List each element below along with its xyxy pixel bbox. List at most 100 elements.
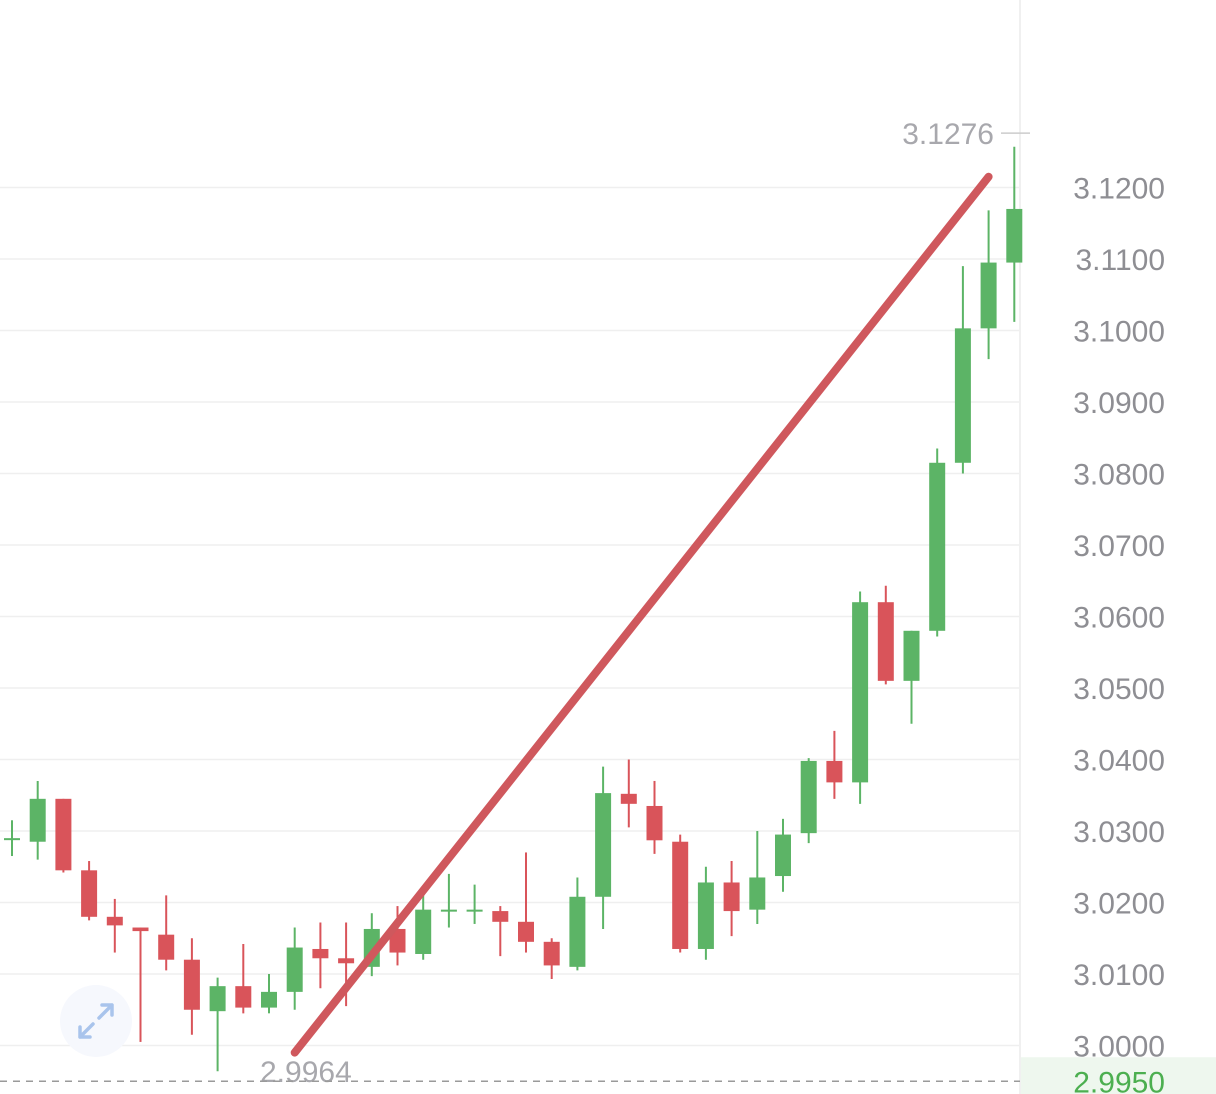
candle-body (697, 882, 714, 949)
candle-down (81, 861, 98, 921)
candle-body (235, 986, 252, 1008)
candle-body (158, 934, 175, 960)
candle-body (492, 911, 509, 922)
candle-body (877, 602, 894, 681)
candle-down (826, 730, 843, 799)
candle-body (569, 896, 586, 967)
candle-body (723, 882, 740, 912)
candle-down (646, 780, 663, 854)
candle-body (672, 841, 689, 949)
candle-up (286, 927, 303, 1010)
y-tick-label: 3.0300 (1073, 816, 1165, 849)
candle-up (749, 831, 766, 924)
candle-up (775, 818, 791, 892)
y-tick-label: 3.0600 (1073, 602, 1165, 635)
candle-up (569, 877, 586, 971)
candle-body (543, 941, 560, 966)
candle-body (800, 760, 817, 834)
low-marker-label: 2.9964 (260, 1056, 352, 1089)
expand-button[interactable] (60, 985, 132, 1057)
y-tick-label: 3.0700 (1073, 530, 1165, 563)
candle-body (826, 760, 843, 783)
candle-down (672, 834, 689, 953)
y-tick-label: 3.0800 (1073, 459, 1165, 492)
candle-up (466, 884, 483, 924)
candle-up (800, 758, 817, 844)
candle-down (492, 906, 509, 957)
candle-up (1006, 146, 1023, 322)
high-low-markers: 3.1276 2.9964 (260, 118, 1030, 1089)
y-tick-label: 3.0400 (1073, 745, 1165, 778)
candle-up (4, 820, 20, 857)
candle-body (440, 909, 457, 912)
candles (4, 146, 1023, 1072)
expand-arrows-icon (78, 1003, 114, 1039)
candle-body (954, 328, 971, 463)
high-marker-label: 3.1276 (902, 118, 994, 151)
y-axis: 3.1200 3.1100 3.1000 3.0900 3.0800 3.0700 3.06… (1073, 173, 1165, 1064)
current-price-label: 2.9950 (1073, 1066, 1165, 1094)
candle-body (338, 958, 355, 964)
y-tick-label: 3.1100 (1075, 244, 1165, 277)
candle-up (261, 974, 277, 1014)
candle-down (877, 585, 894, 685)
candle-body (929, 462, 946, 631)
candle-body (183, 959, 200, 1010)
candle-body (106, 916, 123, 926)
y-tick-label: 3.0100 (1073, 959, 1165, 992)
candle-body (749, 877, 766, 910)
candle-up (980, 210, 997, 360)
candle-down (183, 938, 200, 1035)
grid-lines (0, 186, 1020, 1047)
candle-body (286, 947, 303, 992)
candle-up (903, 630, 920, 724)
candle-up (209, 977, 226, 1072)
candle-body (903, 630, 920, 681)
candle-up (954, 266, 971, 474)
candle-body (518, 921, 534, 942)
candle-down (543, 938, 560, 980)
candle-body (980, 262, 997, 329)
candle-body (595, 793, 612, 897)
candle-body (55, 798, 72, 871)
trend-line[interactable] (290, 172, 993, 1057)
candle-up (440, 873, 457, 928)
candle-body (620, 793, 637, 804)
candle-body (29, 798, 46, 842)
current-price-badge (1021, 1057, 1216, 1094)
candle-down (106, 898, 123, 953)
candle-down (55, 798, 72, 873)
y-tick-label: 3.1000 (1073, 316, 1165, 349)
candle-down (235, 943, 252, 1014)
y-tick-label: 3.0900 (1073, 387, 1165, 420)
candle-down (389, 906, 406, 966)
candle-body (261, 991, 277, 1008)
candle-up (852, 591, 869, 804)
candle-down (723, 861, 740, 937)
candle-body (1006, 208, 1023, 263)
candle-body (312, 948, 329, 959)
y-axis-panel (1020, 0, 1216, 1094)
candle-body (389, 928, 406, 953)
candle-up (29, 780, 46, 860)
y-tick-label: 3.0200 (1073, 888, 1165, 921)
candle-body (132, 927, 149, 932)
candle-body (852, 602, 869, 783)
y-tick-label: 3.0500 (1073, 673, 1165, 706)
candle-down (312, 922, 329, 989)
candle-down (518, 852, 534, 953)
candle-down (132, 927, 149, 1042)
candle-down (158, 895, 175, 971)
candle-up (415, 891, 432, 960)
candle-body (775, 834, 791, 877)
candle-body (415, 909, 432, 954)
candle-up (595, 766, 612, 929)
candle-body (4, 838, 20, 841)
candle-body (209, 986, 226, 1012)
candle-body (81, 870, 98, 917)
candle-body (466, 909, 483, 912)
current-price: 2.9950 (0, 1057, 1216, 1094)
candle-down (620, 759, 637, 828)
candle-body (646, 805, 663, 841)
